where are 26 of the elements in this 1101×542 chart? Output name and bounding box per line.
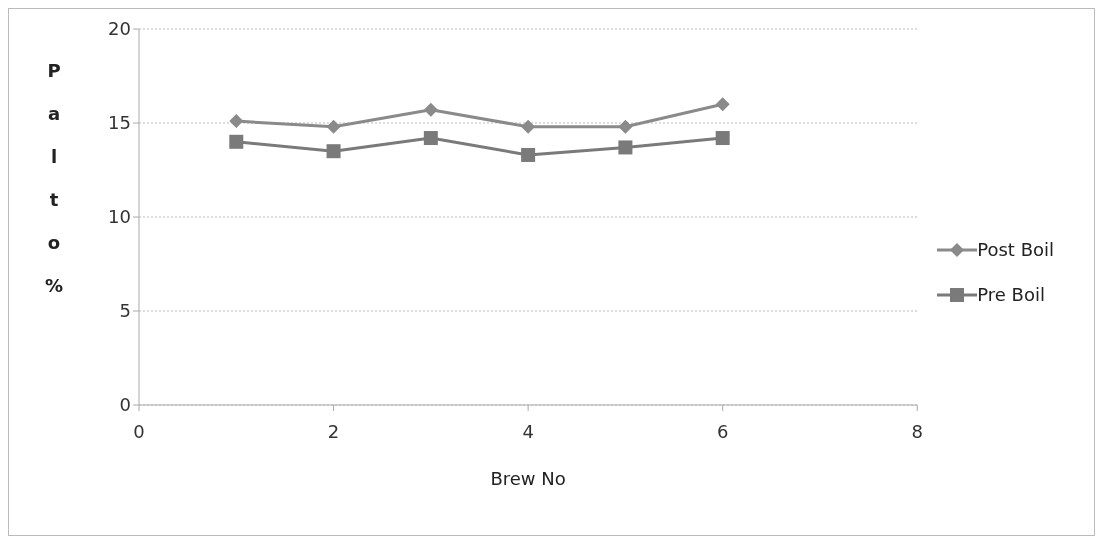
point — [715, 131, 730, 146]
point — [423, 102, 438, 117]
point — [326, 119, 341, 134]
point — [618, 140, 633, 155]
point — [229, 114, 244, 129]
x-tick-label: 2 — [327, 420, 340, 442]
y-tick-label: 20 — [108, 18, 131, 40]
y-tick-label: 15 — [108, 112, 131, 134]
point — [715, 97, 730, 112]
point — [229, 134, 244, 149]
point — [521, 119, 536, 134]
x-tick-label: 0 — [133, 420, 145, 442]
point — [326, 144, 341, 159]
point — [618, 119, 633, 134]
y-tick-label: 10 — [108, 206, 131, 228]
x-tick-label: 6 — [716, 420, 729, 442]
y-tick-label: 5 — [119, 300, 131, 322]
x-axis-title: Brew No — [490, 468, 566, 489]
y-tick-label: 0 — [119, 394, 131, 416]
legend-label: Post Boil — [977, 239, 1054, 260]
point — [423, 131, 438, 146]
x-tick-label: 4 — [522, 420, 534, 442]
x-tick-label: 8 — [911, 420, 923, 442]
legend-label: Pre Boil — [977, 284, 1045, 305]
text: Palto % — [44, 60, 64, 296]
point — [521, 147, 536, 162]
